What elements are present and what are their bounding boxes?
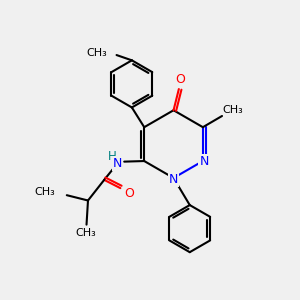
Text: CH₃: CH₃ bbox=[86, 48, 107, 58]
Text: CH₃: CH₃ bbox=[76, 229, 96, 238]
Text: H: H bbox=[107, 150, 116, 163]
Text: CH₃: CH₃ bbox=[223, 104, 244, 115]
Text: O: O bbox=[176, 73, 185, 86]
Text: CH₃: CH₃ bbox=[35, 187, 56, 197]
Text: N: N bbox=[113, 157, 122, 169]
Text: O: O bbox=[124, 187, 134, 200]
Text: N: N bbox=[169, 172, 178, 186]
Text: N: N bbox=[200, 154, 209, 167]
